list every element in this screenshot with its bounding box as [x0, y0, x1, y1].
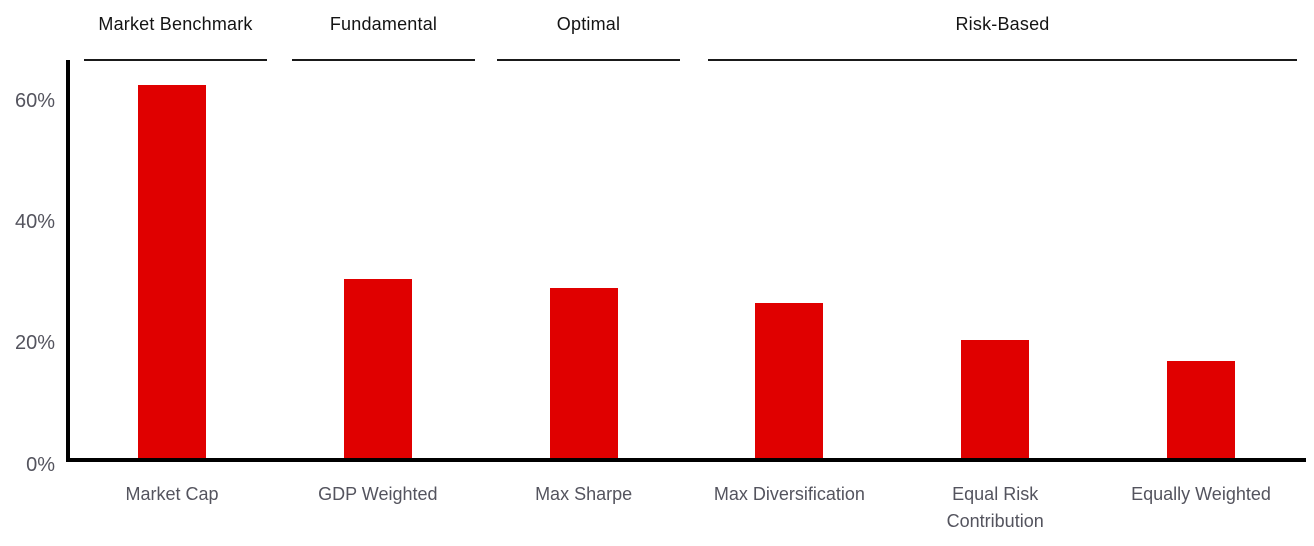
bar-gdp-weighted [343, 279, 412, 461]
bar-max-sharpe [549, 288, 618, 461]
y-tick-label-60: 60% [14, 89, 55, 112]
y-tick-label-40: 40% [14, 211, 55, 233]
group-header-optimal: Optimal [556, 14, 621, 34]
bar-equal-risk-contribution [961, 339, 1030, 461]
category-label-equally-weighted: Equally Weighted [1131, 484, 1271, 504]
category-label-equal-risk-contribution: Equal Risk Contribution [946, 484, 1044, 531]
category-label-max-diversification: Max Diversification [713, 484, 865, 504]
y-axis-line [66, 60, 70, 461]
group-header-market-benchmark: Market Benchmark [98, 14, 253, 34]
category-label-max-sharpe: Max Sharpe [535, 484, 633, 504]
bar-max-diversification [755, 303, 824, 461]
group-header-risk-based: Risk-Based [955, 14, 1050, 34]
bar-equally-weighted [1167, 360, 1235, 461]
y-tick-label-0: 0% [26, 453, 55, 476]
y-tick-label-20: 20% [14, 332, 55, 355]
group-underline-optimal [497, 59, 680, 61]
category-label-gdp-weighted: GDP Weighted [318, 484, 438, 504]
category-label-market-cap: Market Cap [125, 484, 219, 504]
group-underline-market-benchmark [84, 59, 267, 61]
x-axis-line [66, 458, 1306, 462]
bar-market-cap [138, 84, 206, 461]
group-header-fundamental: Fundamental [329, 14, 438, 34]
group-underline-risk-based [708, 59, 1297, 61]
group-underline-fundamental [292, 59, 475, 61]
